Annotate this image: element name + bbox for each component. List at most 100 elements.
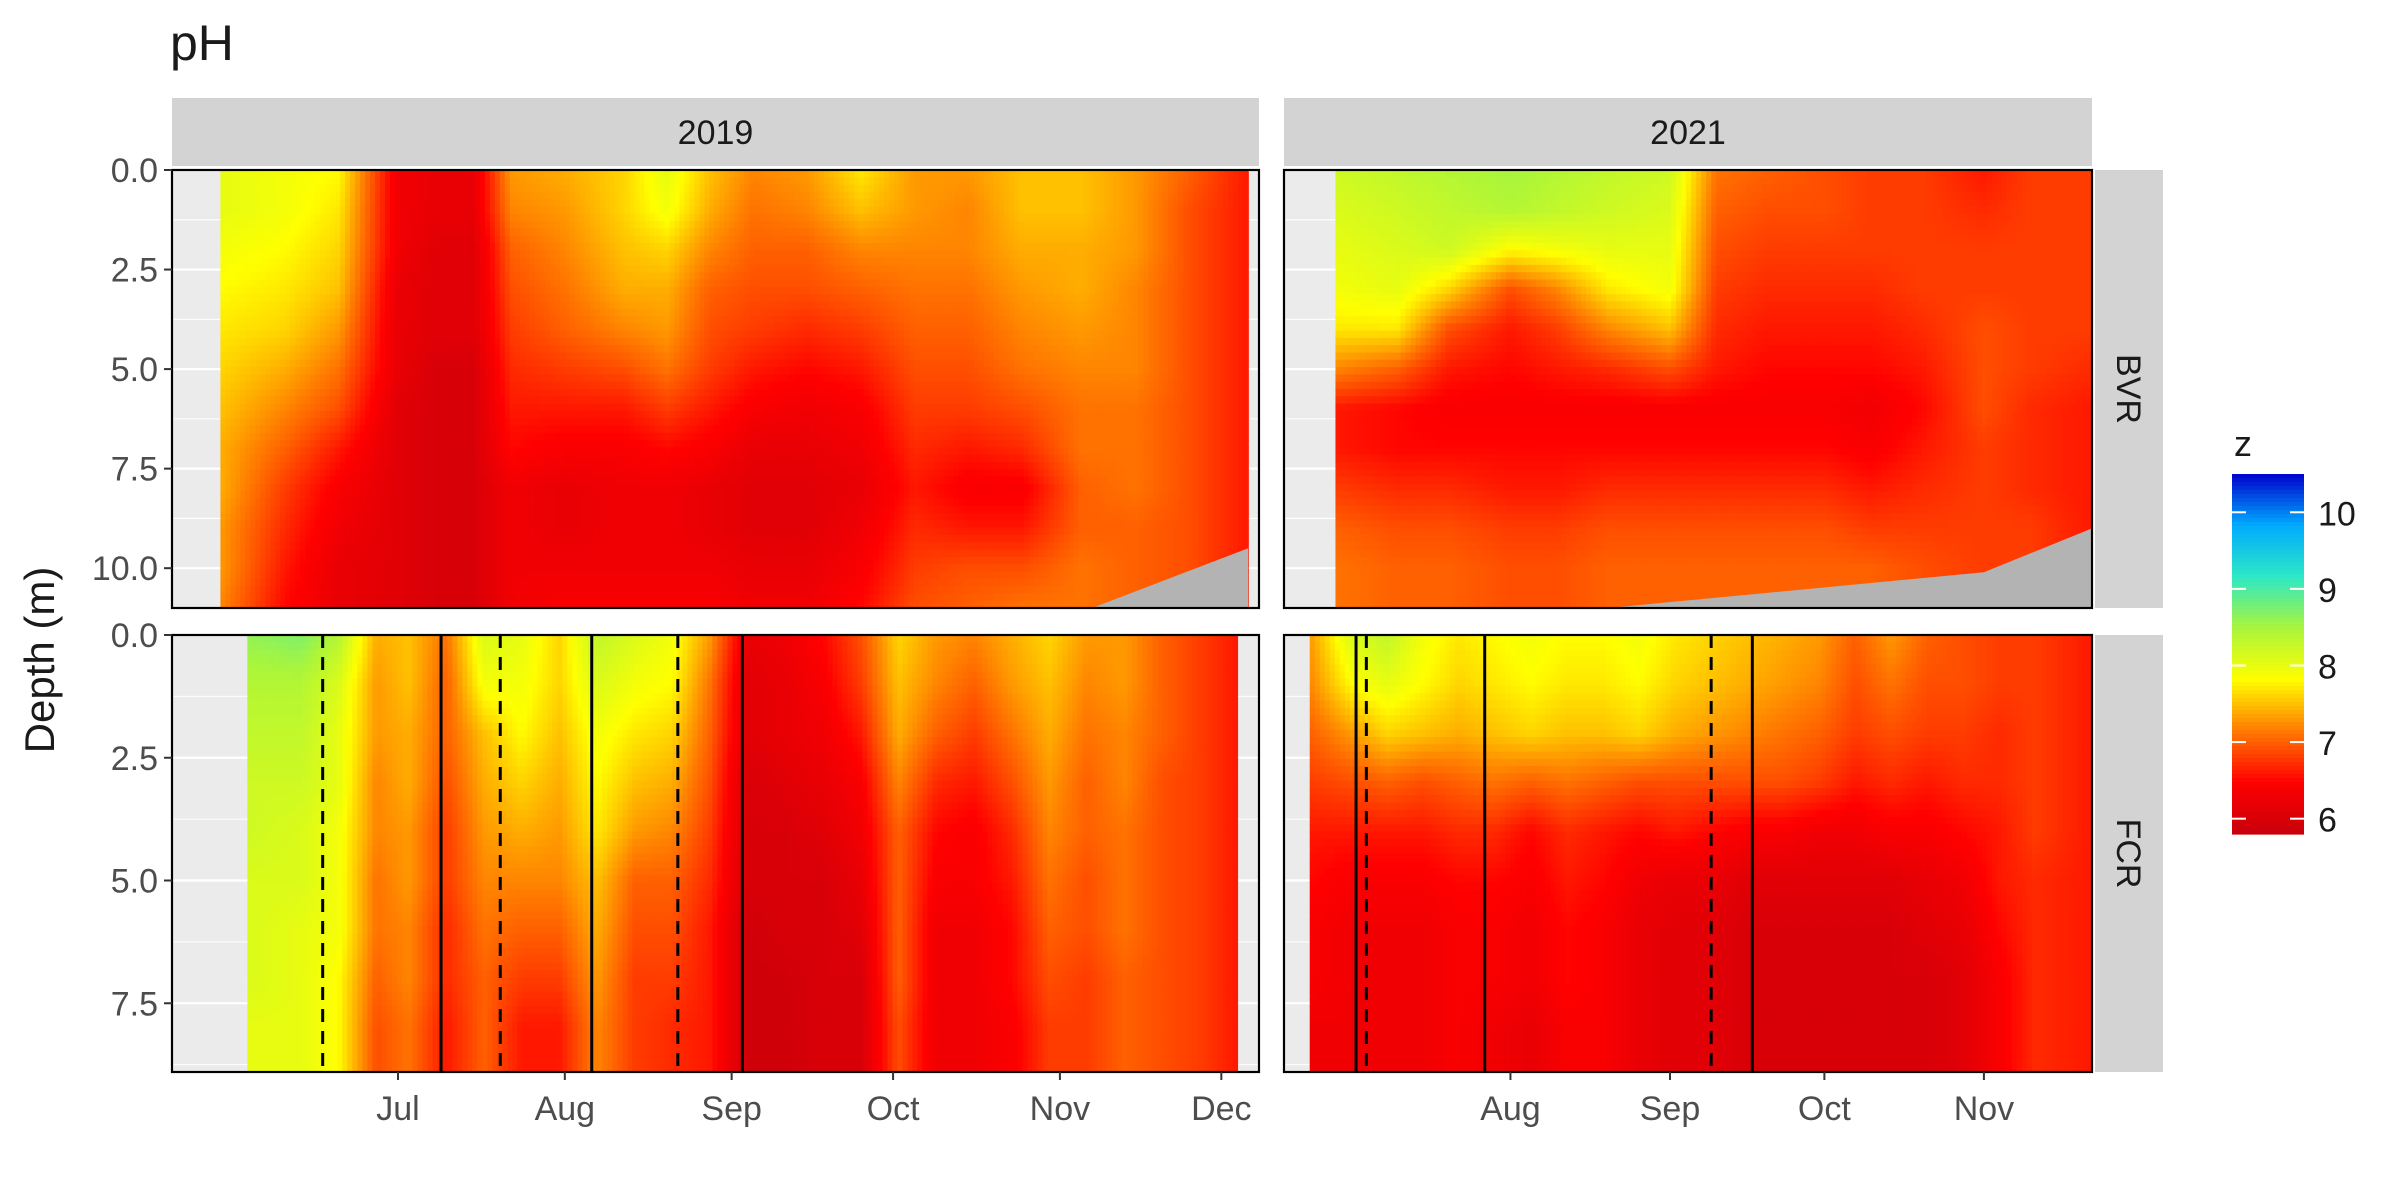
heat-cell (395, 483, 401, 492)
heat-cell (579, 316, 586, 324)
heat-cell (479, 206, 486, 215)
heat-cell (554, 571, 561, 580)
heat-cell (599, 578, 606, 587)
heat-cell (624, 403, 631, 412)
heat-cell (380, 403, 386, 412)
heat-cell (295, 374, 301, 383)
heat-cell (629, 228, 636, 237)
heat-cell (549, 425, 556, 434)
heat-cell (385, 527, 391, 536)
heat-cell (579, 286, 586, 295)
heat-cell (405, 184, 411, 193)
heat-cell (390, 410, 396, 419)
heat-cell (290, 600, 296, 608)
heat-cell (539, 556, 546, 565)
heat-cell (325, 462, 331, 470)
heat-cell (534, 440, 541, 448)
heat-cell (544, 250, 551, 259)
heat-cell (459, 352, 466, 361)
heat-cell (290, 564, 296, 573)
heat-cell (230, 374, 236, 383)
heat-cell (524, 418, 531, 427)
heat-cell (230, 352, 236, 361)
heat-cell (439, 454, 446, 463)
heat-cell (325, 491, 331, 500)
heat-cell (360, 294, 366, 302)
heat-cell (434, 345, 441, 354)
heat-cell (260, 418, 266, 427)
heat-cell (469, 425, 476, 434)
heat-cell (474, 250, 481, 259)
heat-cell (335, 483, 341, 492)
heat-cell (439, 235, 446, 244)
heat-cell (390, 542, 396, 551)
heat-cell (609, 432, 616, 441)
heat-cell (420, 381, 426, 390)
heat-cell (230, 170, 236, 178)
heat-cell (245, 374, 251, 383)
heat-cell (375, 381, 381, 390)
heat-cell (449, 564, 456, 573)
heat-cell (544, 549, 551, 558)
heat-cell (609, 505, 616, 514)
heat-cell (375, 586, 381, 594)
heat-cell (499, 483, 506, 492)
heat-cell (360, 374, 366, 383)
heat-cell (320, 367, 326, 375)
heat-cell (549, 374, 556, 383)
heat-cell (504, 250, 511, 259)
heat-cell (479, 279, 486, 288)
heat-cell (464, 206, 471, 215)
heat-cell (479, 389, 486, 397)
heat-cell (280, 359, 286, 368)
heat-cell (444, 462, 451, 470)
heat-cell (439, 316, 446, 324)
heat-cell (589, 520, 596, 529)
heat-cell (579, 294, 586, 302)
heat-cell (504, 235, 511, 244)
heat-cell (405, 440, 411, 448)
heat-cell (424, 213, 431, 222)
heat-cell (300, 578, 306, 587)
heat-cell (624, 177, 631, 186)
heat-cell (479, 513, 486, 521)
heat-cell (415, 184, 421, 193)
heat-cell (400, 476, 406, 485)
heat-cell (225, 250, 232, 259)
heat-cell (469, 556, 476, 565)
heat-cell (484, 184, 491, 193)
heat-cell (325, 323, 331, 332)
heat-cell (255, 323, 261, 332)
heat-cell (250, 520, 256, 529)
heat-cell (569, 513, 576, 521)
heat-cell (569, 235, 576, 244)
heat-cell (385, 549, 391, 558)
heat-cell (519, 206, 526, 215)
heat-cell (494, 294, 501, 302)
heat-cell (345, 359, 351, 368)
heat-cell (614, 462, 621, 470)
heat-cell (534, 381, 541, 390)
heat-cell (265, 418, 271, 427)
heat-cell (270, 462, 276, 470)
heat-cell (604, 286, 611, 295)
heat-cell (340, 483, 346, 492)
heat-cell (340, 564, 346, 573)
heat-cell (589, 440, 596, 448)
heat-cell (584, 389, 591, 397)
heat-cell (579, 549, 586, 558)
heat-cell (225, 556, 232, 565)
heat-cell (529, 403, 536, 412)
heat-cell (405, 432, 411, 441)
heat-cell (594, 491, 601, 500)
heat-cell (370, 491, 376, 500)
heat-cell (395, 527, 401, 536)
heat-cell (280, 352, 286, 361)
heat-cell (484, 483, 491, 492)
heat-cell (559, 571, 566, 580)
heat-cell (434, 184, 441, 193)
heat-cell (459, 301, 466, 310)
heat-cell (434, 381, 441, 390)
heat-cell (250, 593, 256, 602)
heat-cell (609, 243, 616, 251)
